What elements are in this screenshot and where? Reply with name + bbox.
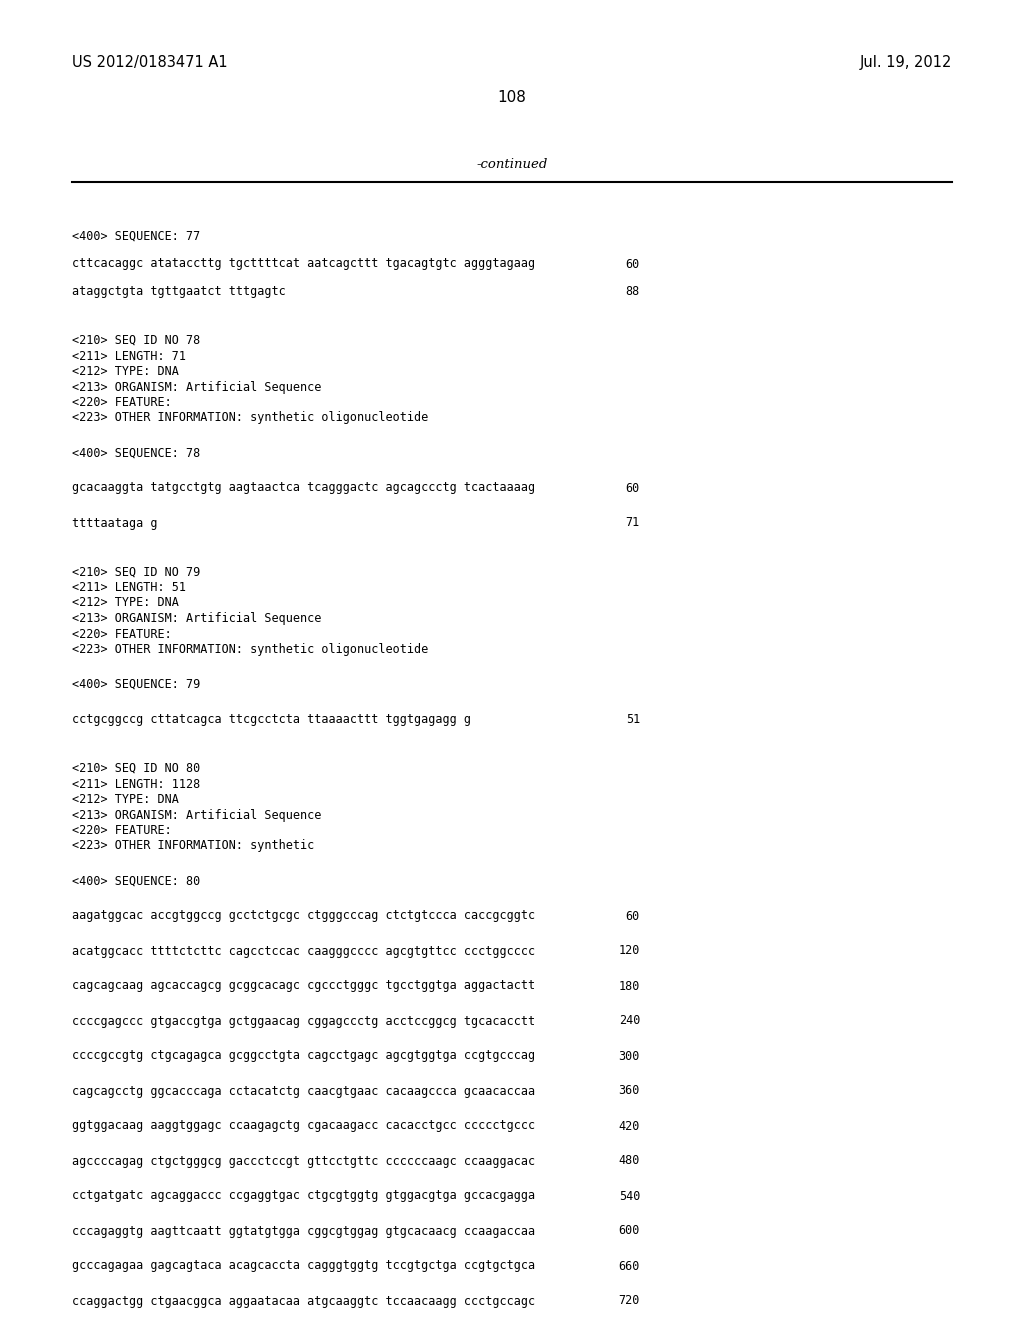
Text: <210> SEQ ID NO 78: <210> SEQ ID NO 78 [72,334,201,347]
Text: 480: 480 [618,1155,640,1167]
Text: 88: 88 [626,285,640,298]
Text: <210> SEQ ID NO 79: <210> SEQ ID NO 79 [72,565,201,578]
Text: 360: 360 [618,1085,640,1097]
Text: <220> FEATURE:: <220> FEATURE: [72,396,172,409]
Text: 60: 60 [626,257,640,271]
Text: cccagaggtg aagttcaatt ggtatgtgga cggcgtggag gtgcacaacg ccaagaccaa: cccagaggtg aagttcaatt ggtatgtgga cggcgtg… [72,1225,536,1238]
Text: cctgatgatc agcaggaccc ccgaggtgac ctgcgtggtg gtggacgtga gccacgagga: cctgatgatc agcaggaccc ccgaggtgac ctgcgtg… [72,1189,536,1203]
Text: <211> LENGTH: 51: <211> LENGTH: 51 [72,581,186,594]
Text: ataggctgta tgttgaatct tttgagtc: ataggctgta tgttgaatct tttgagtc [72,285,286,298]
Text: <210> SEQ ID NO 80: <210> SEQ ID NO 80 [72,762,201,775]
Text: ggtggacaag aaggtggagc ccaagagctg cgacaagacc cacacctgcc ccccctgccc: ggtggacaag aaggtggagc ccaagagctg cgacaag… [72,1119,536,1133]
Text: <400> SEQUENCE: 78: <400> SEQUENCE: 78 [72,446,201,459]
Text: acatggcacc ttttctcttc cagcctccac caagggcccc agcgtgttcc ccctggcccc: acatggcacc ttttctcttc cagcctccac caagggc… [72,945,536,957]
Text: <211> LENGTH: 71: <211> LENGTH: 71 [72,350,186,363]
Text: 540: 540 [618,1189,640,1203]
Text: <213> ORGANISM: Artificial Sequence: <213> ORGANISM: Artificial Sequence [72,612,322,624]
Text: gcccagagaa gagcagtaca acagcaccta cagggtggtg tccgtgctga ccgtgctgca: gcccagagaa gagcagtaca acagcaccta cagggtg… [72,1259,536,1272]
Text: <211> LENGTH: 1128: <211> LENGTH: 1128 [72,777,201,791]
Text: <213> ORGANISM: Artificial Sequence: <213> ORGANISM: Artificial Sequence [72,380,322,393]
Text: 120: 120 [618,945,640,957]
Text: 300: 300 [618,1049,640,1063]
Text: ttttaataga g: ttttaataga g [72,516,158,529]
Text: 51: 51 [626,713,640,726]
Text: cagcagcctg ggcacccaga cctacatctg caacgtgaac cacaagccca gcaacaccaa: cagcagcctg ggcacccaga cctacatctg caacgtg… [72,1085,536,1097]
Text: cagcagcaag agcaccagcg gcggcacagc cgccctgggc tgcctggtga aggactactt: cagcagcaag agcaccagcg gcggcacagc cgccctg… [72,979,536,993]
Text: cctgcggccg cttatcagca ttcgcctcta ttaaaacttt tggtgagagg g: cctgcggccg cttatcagca ttcgcctcta ttaaaac… [72,713,471,726]
Text: 180: 180 [618,979,640,993]
Text: ccccgccgtg ctgcagagca gcggcctgta cagcctgagc agcgtggtga ccgtgcccag: ccccgccgtg ctgcagagca gcggcctgta cagcctg… [72,1049,536,1063]
Text: <223> OTHER INFORMATION: synthetic: <223> OTHER INFORMATION: synthetic [72,840,314,853]
Text: <223> OTHER INFORMATION: synthetic oligonucleotide: <223> OTHER INFORMATION: synthetic oligo… [72,643,428,656]
Text: <400> SEQUENCE: 77: <400> SEQUENCE: 77 [72,230,201,243]
Text: agccccagag ctgctgggcg gaccctccgt gttcctgttc ccccccaagc ccaaggacac: agccccagag ctgctgggcg gaccctccgt gttcctg… [72,1155,536,1167]
Text: aagatggcac accgtggccg gcctctgcgc ctgggcccag ctctgtccca caccgcggtc: aagatggcac accgtggccg gcctctgcgc ctgggcc… [72,909,536,923]
Text: 420: 420 [618,1119,640,1133]
Text: 240: 240 [618,1015,640,1027]
Text: ccaggactgg ctgaacggca aggaatacaa atgcaaggtc tccaacaagg ccctgccagc: ccaggactgg ctgaacggca aggaatacaa atgcaag… [72,1295,536,1308]
Text: 720: 720 [618,1295,640,1308]
Text: 600: 600 [618,1225,640,1238]
Text: cttcacaggc atataccttg tgcttttcat aatcagcttt tgacagtgtc agggtagaag: cttcacaggc atataccttg tgcttttcat aatcagc… [72,257,536,271]
Text: <220> FEATURE:: <220> FEATURE: [72,627,172,640]
Text: gcacaaggta tatgcctgtg aagtaactca tcagggactc agcagccctg tcactaaaag: gcacaaggta tatgcctgtg aagtaactca tcaggga… [72,482,536,495]
Text: <212> TYPE: DNA: <212> TYPE: DNA [72,793,179,807]
Text: 60: 60 [626,909,640,923]
Text: Jul. 19, 2012: Jul. 19, 2012 [859,55,952,70]
Text: 71: 71 [626,516,640,529]
Text: 108: 108 [498,90,526,106]
Text: <220> FEATURE:: <220> FEATURE: [72,824,172,837]
Text: <213> ORGANISM: Artificial Sequence: <213> ORGANISM: Artificial Sequence [72,808,322,821]
Text: -continued: -continued [476,158,548,172]
Text: <400> SEQUENCE: 79: <400> SEQUENCE: 79 [72,678,201,690]
Text: <212> TYPE: DNA: <212> TYPE: DNA [72,366,179,378]
Text: 60: 60 [626,482,640,495]
Text: <400> SEQUENCE: 80: <400> SEQUENCE: 80 [72,874,201,887]
Text: 660: 660 [618,1259,640,1272]
Text: <212> TYPE: DNA: <212> TYPE: DNA [72,597,179,610]
Text: ccccgagccc gtgaccgtga gctggaacag cggagccctg acctccggcg tgcacacctt: ccccgagccc gtgaccgtga gctggaacag cggagcc… [72,1015,536,1027]
Text: US 2012/0183471 A1: US 2012/0183471 A1 [72,55,227,70]
Text: <223> OTHER INFORMATION: synthetic oligonucleotide: <223> OTHER INFORMATION: synthetic oligo… [72,412,428,425]
